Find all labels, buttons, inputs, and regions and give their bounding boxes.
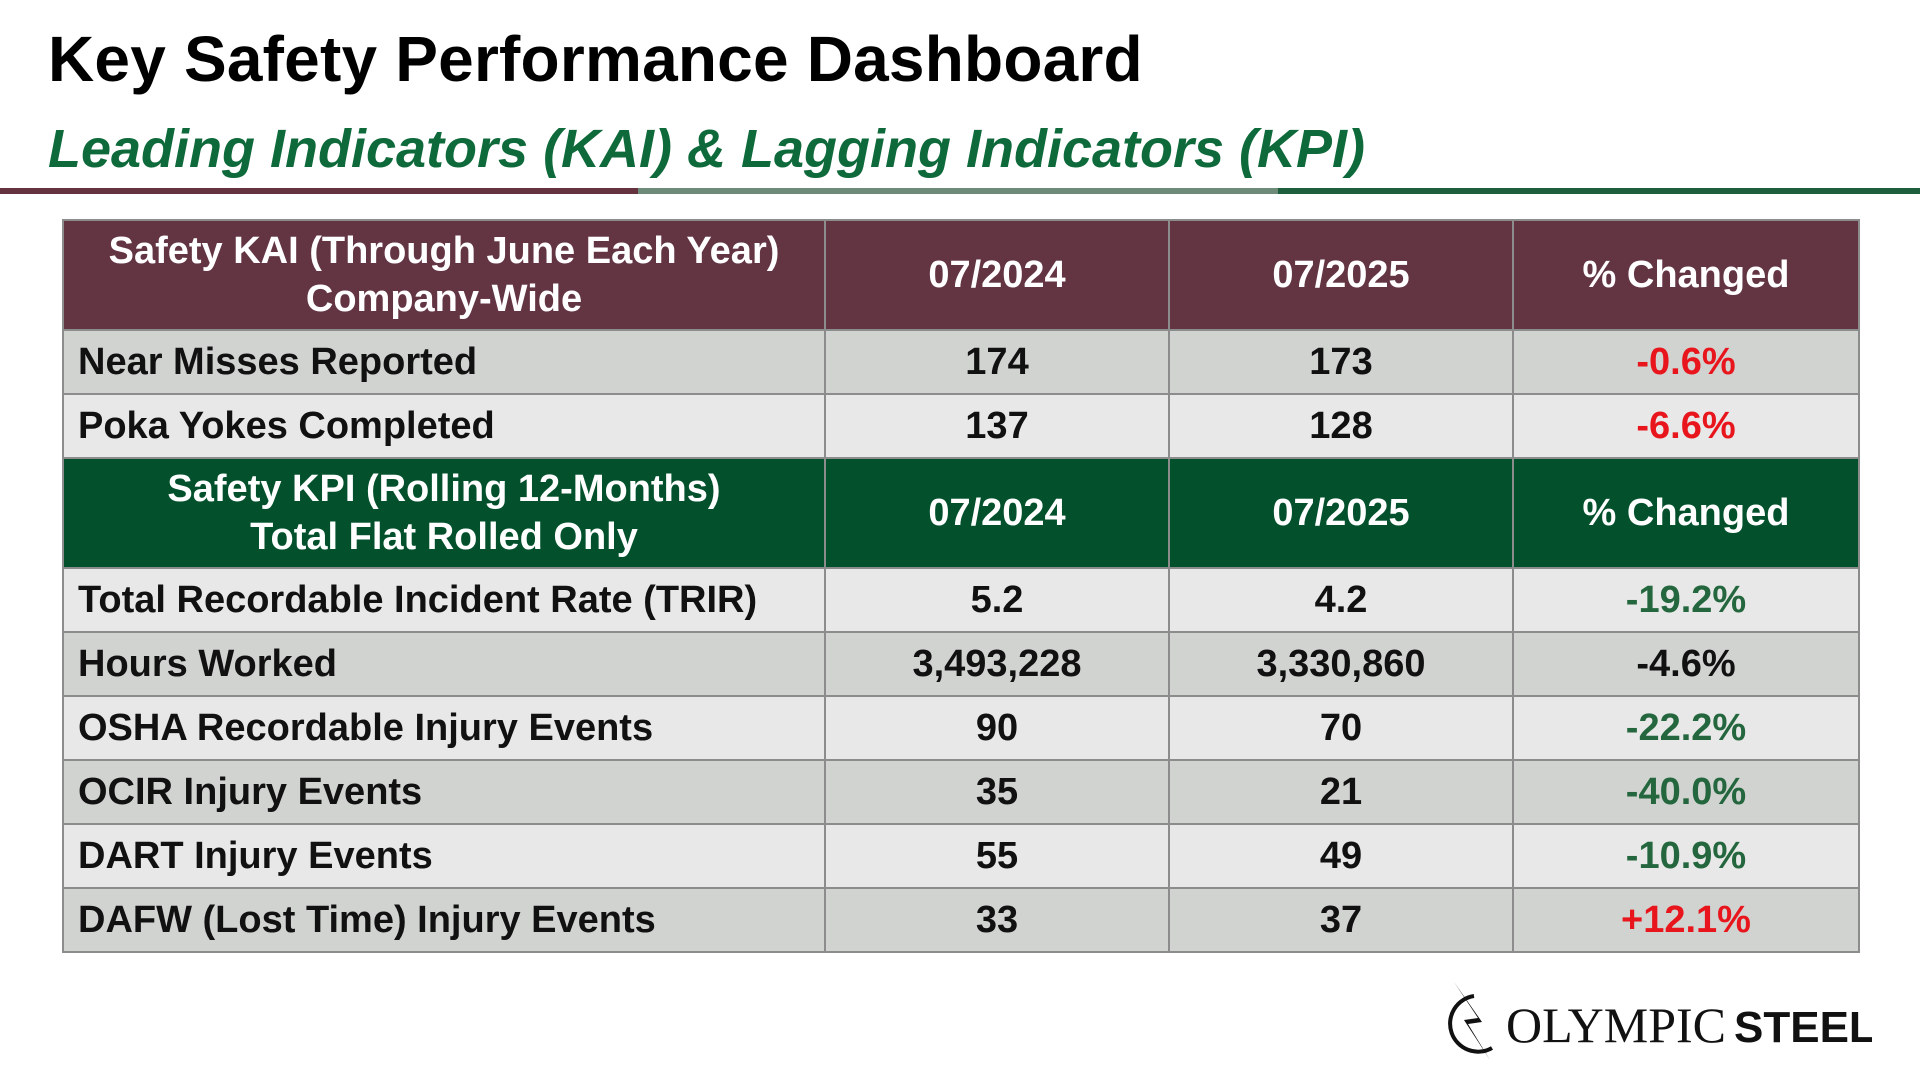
- divider-gray-green: [638, 188, 1278, 194]
- kai-col-change: % Changed: [1512, 219, 1860, 331]
- percent-change: -4.6%: [1512, 631, 1860, 697]
- logo-text-steel: STEEL: [1734, 1003, 1872, 1052]
- kpi-col-2024: 07/2024: [824, 457, 1170, 569]
- page-title: Key Safety Performance Dashboard: [48, 23, 1143, 95]
- percent-change: -40.0%: [1512, 759, 1860, 825]
- table-row: Poka Yokes Completed 137 128 -6.6%: [62, 393, 1860, 459]
- table-row: OSHA Recordable Injury Events 90 70 -22.…: [62, 695, 1860, 761]
- kpi-heading-line2: Total Flat Rolled Only: [250, 516, 638, 558]
- kpi-col-change: % Changed: [1512, 457, 1860, 569]
- table-row: Total Recordable Incident Rate (TRIR) 5.…: [62, 567, 1860, 633]
- percent-change: -6.6%: [1512, 393, 1860, 459]
- logo-text-olympic: OLYMPIC: [1506, 997, 1726, 1053]
- page-subtitle: Leading Indicators (KAI) & Lagging Indic…: [48, 119, 1366, 179]
- value-2024: 5.2: [824, 567, 1170, 633]
- value-2025: 128: [1168, 393, 1514, 459]
- value-2025: 173: [1168, 329, 1514, 395]
- kpi-col-2025: 07/2025: [1168, 457, 1514, 569]
- kai-heading-line2: Company-Wide: [305, 278, 583, 320]
- table-row: DART Injury Events 55 49 -10.9%: [62, 823, 1860, 889]
- row-label: DAFW (Lost Time) Injury Events: [62, 887, 826, 953]
- row-label: Hours Worked: [62, 631, 826, 697]
- kai-heading-line1: Safety KAI (Through June Each Year): [108, 230, 780, 272]
- kpi-header-row: Safety KPI (Rolling 12-Months) Total Fla…: [62, 457, 1860, 569]
- value-2024: 55: [824, 823, 1170, 889]
- row-label: Poka Yokes Completed: [62, 393, 826, 459]
- row-label: OSHA Recordable Injury Events: [62, 695, 826, 761]
- value-2025: 37: [1168, 887, 1514, 953]
- percent-change: +12.1%: [1512, 887, 1860, 953]
- value-2024: 33: [824, 887, 1170, 953]
- table-row: Near Misses Reported 174 173 -0.6%: [62, 329, 1860, 395]
- value-2025: 70: [1168, 695, 1514, 761]
- value-2024: 137: [824, 393, 1170, 459]
- bolt-circle-icon: [1448, 982, 1493, 1060]
- value-2025: 4.2: [1168, 567, 1514, 633]
- value-2024: 174: [824, 329, 1170, 395]
- table-row: DAFW (Lost Time) Injury Events 33 37 +12…: [62, 887, 1860, 953]
- divider-green: [1278, 188, 1920, 194]
- row-label: DART Injury Events: [62, 823, 826, 889]
- row-label: Near Misses Reported: [62, 329, 826, 395]
- percent-change: -0.6%: [1512, 329, 1860, 395]
- olympic-steel-logo: OLYMPIC STEEL: [1448, 982, 1872, 1060]
- table-row: Hours Worked 3,493,228 3,330,860 -4.6%: [62, 631, 1860, 697]
- kai-heading: Safety KAI (Through June Each Year) Comp…: [62, 219, 826, 331]
- value-2025: 49: [1168, 823, 1514, 889]
- row-label: OCIR Injury Events: [62, 759, 826, 825]
- value-2025: 21: [1168, 759, 1514, 825]
- percent-change: -10.9%: [1512, 823, 1860, 889]
- kai-col-2025: 07/2025: [1168, 219, 1514, 331]
- value-2024: 35: [824, 759, 1170, 825]
- row-label: Total Recordable Incident Rate (TRIR): [62, 567, 826, 633]
- value-2024: 90: [824, 695, 1170, 761]
- percent-change: -19.2%: [1512, 567, 1860, 633]
- kpi-heading: Safety KPI (Rolling 12-Months) Total Fla…: [62, 457, 826, 569]
- table-row: OCIR Injury Events 35 21 -40.0%: [62, 759, 1860, 825]
- value-2025: 3,330,860: [1168, 631, 1514, 697]
- safety-table: Safety KAI (Through June Each Year) Comp…: [62, 219, 1860, 953]
- percent-change: -22.2%: [1512, 695, 1860, 761]
- value-2024: 3,493,228: [824, 631, 1170, 697]
- kai-col-2024: 07/2024: [824, 219, 1170, 331]
- divider-maroon: [0, 188, 638, 194]
- kai-header-row: Safety KAI (Through June Each Year) Comp…: [62, 219, 1860, 331]
- kpi-heading-line1: Safety KPI (Rolling 12-Months): [167, 468, 721, 510]
